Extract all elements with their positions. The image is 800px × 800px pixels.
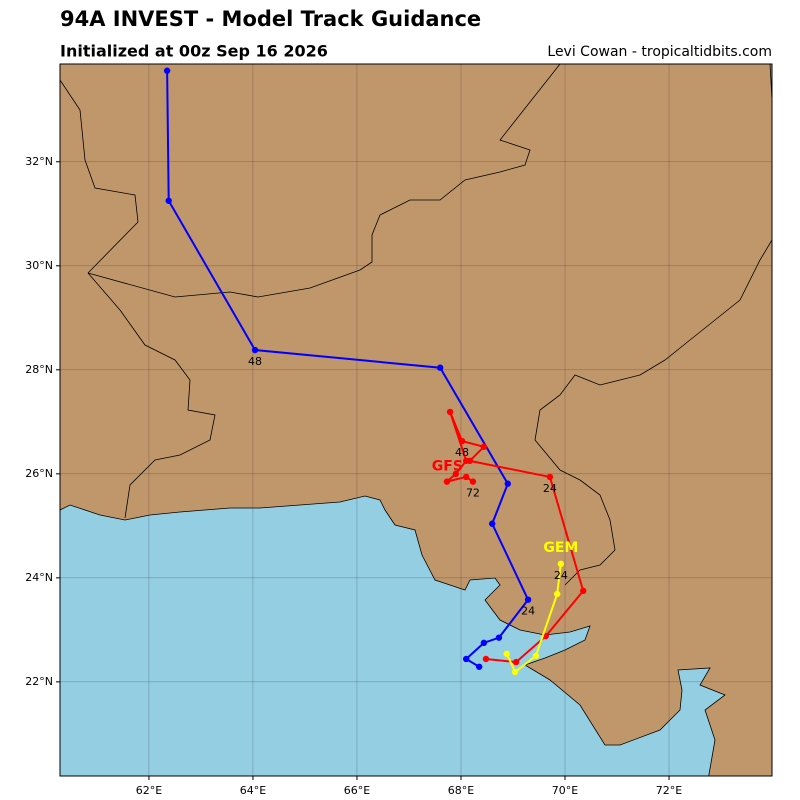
track-point bbox=[495, 634, 503, 641]
graticule bbox=[60, 64, 772, 776]
forecast-hour-label: 48 bbox=[248, 355, 262, 368]
subtitle: Initialized at 00z Sep 16 2026 bbox=[60, 42, 328, 61]
x-tick-label: 66°E bbox=[344, 784, 370, 797]
track-point bbox=[546, 473, 554, 481]
track-point bbox=[480, 443, 488, 450]
y-tick-label: 32°N bbox=[25, 155, 53, 168]
ocean bbox=[60, 495, 726, 776]
track-point bbox=[436, 364, 444, 371]
track-point bbox=[524, 596, 532, 603]
x-tick-label: 68°E bbox=[448, 784, 474, 797]
track-point bbox=[482, 655, 490, 663]
y-tick-label: 30°N bbox=[25, 259, 53, 272]
axes: 62°E 64°E 66°E 68°E 70°E 72°E 22°N 24°N 26°N 28°N… bbox=[25, 155, 682, 797]
track-point bbox=[251, 346, 259, 354]
track-point bbox=[554, 590, 561, 598]
y-tick-label: 22°N bbox=[25, 675, 53, 688]
forecast-hour-label: 72 bbox=[466, 487, 480, 500]
track-point bbox=[163, 67, 171, 74]
model-name: GFS bbox=[432, 459, 463, 475]
x-tick-label: 72°E bbox=[656, 784, 682, 797]
forecast-hour-label: 48 bbox=[455, 446, 469, 459]
model-name: GEM bbox=[543, 540, 578, 556]
track-point bbox=[443, 478, 451, 485]
y-tick-label: 28°N bbox=[25, 363, 53, 376]
track-point bbox=[462, 655, 470, 663]
track-point bbox=[532, 652, 540, 660]
map-frame bbox=[59, 63, 773, 777]
track-point bbox=[469, 478, 477, 485]
track-point bbox=[504, 480, 511, 487]
track-point bbox=[511, 668, 519, 676]
credit: Levi Cowan - tropicaltidbits.com bbox=[547, 44, 772, 60]
track-point bbox=[462, 473, 470, 481]
track-point bbox=[462, 457, 470, 465]
x-tick-label: 70°E bbox=[552, 784, 578, 797]
track-point bbox=[557, 560, 565, 568]
track-point bbox=[475, 663, 483, 670]
y-tick-label: 24°N bbox=[25, 571, 53, 584]
forecast-hour-label: 24 bbox=[543, 482, 557, 495]
track-point bbox=[458, 437, 466, 445]
title: 94A INVEST - Model Track Guidance bbox=[60, 7, 481, 31]
track-point bbox=[580, 587, 587, 595]
forecast-hour-label: 24 bbox=[554, 569, 568, 582]
y-tick-label: 26°N bbox=[25, 467, 53, 480]
track-point bbox=[165, 197, 172, 204]
track-point bbox=[488, 520, 496, 527]
track-point bbox=[503, 650, 510, 657]
track-point bbox=[452, 470, 459, 478]
track-point bbox=[446, 408, 454, 416]
x-tick-label: 64°E bbox=[240, 784, 266, 797]
track-point bbox=[480, 639, 488, 647]
track-point bbox=[512, 658, 520, 666]
x-tick-label: 62°E bbox=[136, 784, 162, 797]
forecast-hour-label: 24 bbox=[521, 605, 535, 618]
